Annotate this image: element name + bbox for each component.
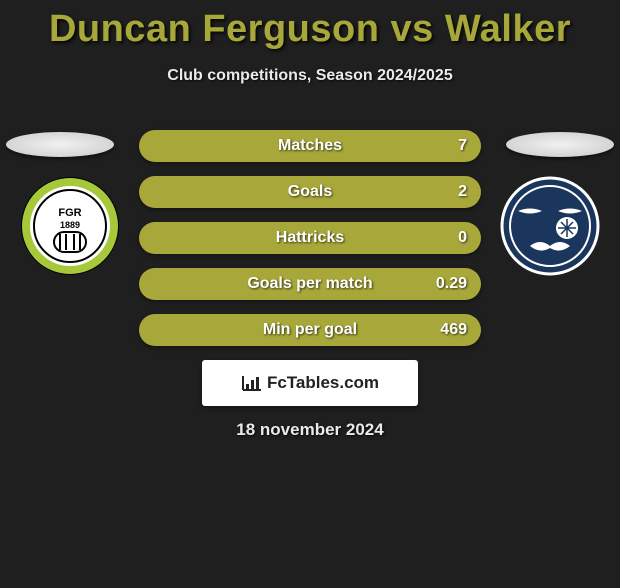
- stat-label: Goals per match: [247, 275, 372, 293]
- stat-row: Hattricks 0: [139, 222, 481, 254]
- date-label: 18 november 2024: [0, 420, 620, 440]
- svg-text:FGR: FGR: [58, 207, 81, 219]
- brand-badge[interactable]: FcTables.com: [202, 360, 418, 406]
- stat-value: 0.29: [436, 275, 467, 293]
- player-photo-placeholder-right: [506, 132, 614, 157]
- page-title: Duncan Ferguson vs Walker: [0, 8, 620, 51]
- stat-value: 0: [458, 229, 467, 247]
- stat-row: Goals 2: [139, 176, 481, 208]
- stat-row: Min per goal 469: [139, 314, 481, 346]
- subtitle: Club competitions, Season 2024/2025: [0, 67, 620, 85]
- southend-united-icon: [500, 176, 600, 276]
- stat-label: Matches: [278, 137, 342, 155]
- stat-value: 2: [458, 183, 467, 201]
- player-photo-placeholder-left: [6, 132, 114, 157]
- stat-label: Hattricks: [276, 229, 344, 247]
- stat-row: Matches 7: [139, 130, 481, 162]
- stat-row: Goals per match 0.29: [139, 268, 481, 300]
- stats-panel: Matches 7 Goals 2 Hattricks 0 Goals per …: [139, 130, 481, 360]
- stat-label: Min per goal: [263, 321, 357, 339]
- stat-value: 469: [440, 321, 467, 339]
- stat-value: 7: [458, 137, 467, 155]
- stat-label: Goals: [288, 183, 332, 201]
- brand-text: FcTables.com: [267, 373, 379, 393]
- svg-text:1889: 1889: [60, 220, 80, 230]
- bar-chart-icon: [241, 374, 263, 392]
- club-crest-right: [500, 176, 600, 276]
- club-crest-left: FGR 1889: [20, 176, 120, 276]
- forest-green-rovers-icon: FGR 1889: [20, 176, 120, 276]
